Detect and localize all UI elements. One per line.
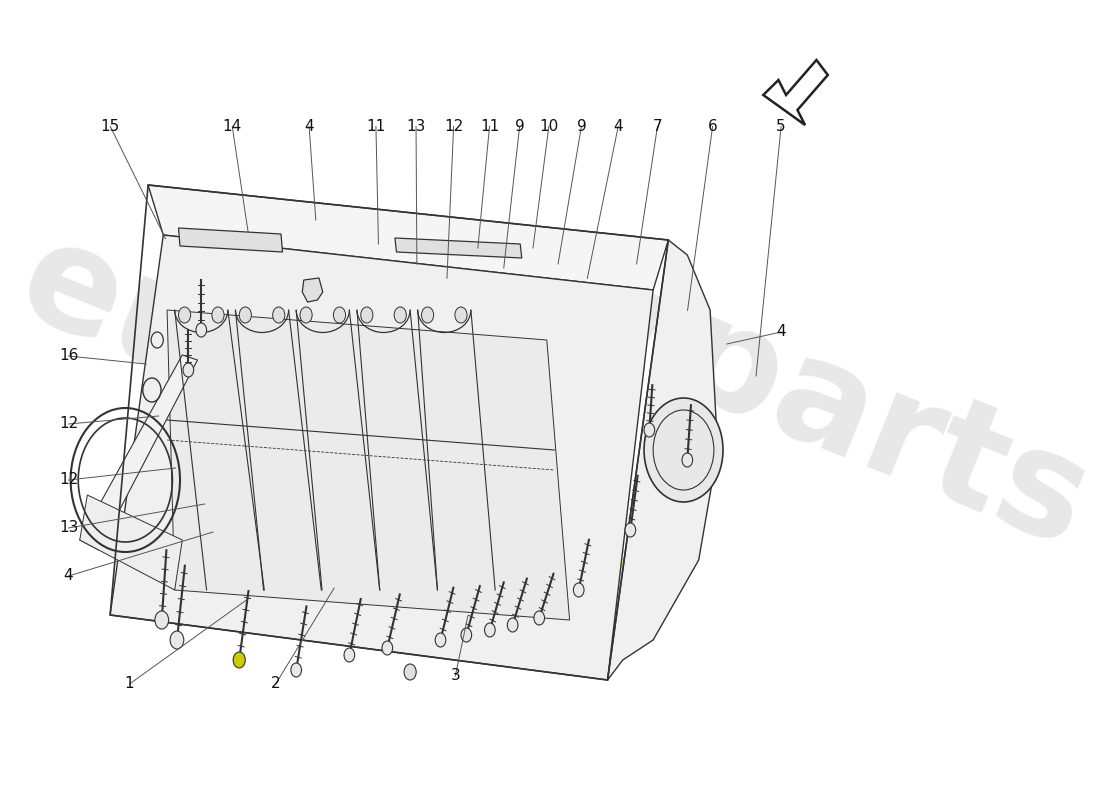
Circle shape bbox=[183, 363, 194, 377]
Text: 10: 10 bbox=[539, 119, 559, 134]
Polygon shape bbox=[79, 495, 183, 590]
Text: euro: euro bbox=[1, 209, 402, 479]
Text: 14: 14 bbox=[222, 119, 242, 134]
Polygon shape bbox=[167, 310, 570, 620]
Circle shape bbox=[290, 663, 301, 677]
Text: 3: 3 bbox=[450, 669, 460, 683]
Circle shape bbox=[644, 423, 654, 437]
Circle shape bbox=[484, 623, 495, 637]
Text: 13: 13 bbox=[406, 119, 426, 134]
Text: 6: 6 bbox=[707, 119, 717, 134]
Circle shape bbox=[394, 307, 406, 323]
Polygon shape bbox=[110, 235, 653, 680]
Polygon shape bbox=[178, 228, 283, 252]
Text: 4: 4 bbox=[614, 119, 623, 134]
Circle shape bbox=[382, 641, 393, 655]
Circle shape bbox=[344, 648, 354, 662]
Polygon shape bbox=[607, 240, 717, 680]
Text: 16: 16 bbox=[58, 349, 78, 363]
Polygon shape bbox=[302, 278, 322, 302]
Text: 15: 15 bbox=[100, 119, 120, 134]
Text: 9: 9 bbox=[515, 119, 525, 134]
Polygon shape bbox=[763, 60, 828, 125]
Circle shape bbox=[404, 664, 416, 680]
Circle shape bbox=[644, 398, 723, 502]
Circle shape bbox=[455, 307, 468, 323]
Polygon shape bbox=[395, 238, 521, 258]
Circle shape bbox=[196, 323, 207, 337]
Text: 1: 1 bbox=[124, 677, 134, 691]
Text: 11: 11 bbox=[480, 119, 499, 134]
Circle shape bbox=[239, 307, 252, 323]
Text: a passion for cars since 1985: a passion for cars since 1985 bbox=[206, 439, 630, 577]
Polygon shape bbox=[79, 355, 198, 550]
Circle shape bbox=[233, 652, 245, 668]
Text: 4: 4 bbox=[64, 569, 74, 583]
Circle shape bbox=[534, 611, 544, 625]
Text: 12: 12 bbox=[59, 417, 78, 431]
Circle shape bbox=[573, 583, 584, 597]
Text: 2: 2 bbox=[271, 677, 281, 691]
Text: 9: 9 bbox=[576, 119, 586, 134]
Circle shape bbox=[682, 453, 693, 467]
Text: 5: 5 bbox=[777, 119, 785, 134]
Circle shape bbox=[178, 307, 190, 323]
Text: 12: 12 bbox=[444, 119, 463, 134]
Circle shape bbox=[212, 307, 224, 323]
Circle shape bbox=[155, 611, 168, 629]
Circle shape bbox=[507, 618, 518, 632]
Polygon shape bbox=[148, 185, 669, 290]
Circle shape bbox=[361, 307, 373, 323]
Text: 4: 4 bbox=[305, 119, 314, 134]
Circle shape bbox=[333, 307, 345, 323]
Text: 13: 13 bbox=[58, 521, 78, 535]
Circle shape bbox=[625, 523, 636, 537]
Text: 11: 11 bbox=[366, 119, 386, 134]
Text: 7: 7 bbox=[652, 119, 662, 134]
Text: carparts: carparts bbox=[418, 190, 1100, 578]
Circle shape bbox=[436, 633, 446, 647]
Text: 4: 4 bbox=[777, 325, 785, 339]
Circle shape bbox=[170, 631, 184, 649]
Circle shape bbox=[461, 628, 472, 642]
Circle shape bbox=[300, 307, 312, 323]
Text: 12: 12 bbox=[59, 473, 78, 487]
Circle shape bbox=[273, 307, 285, 323]
Circle shape bbox=[421, 307, 433, 323]
